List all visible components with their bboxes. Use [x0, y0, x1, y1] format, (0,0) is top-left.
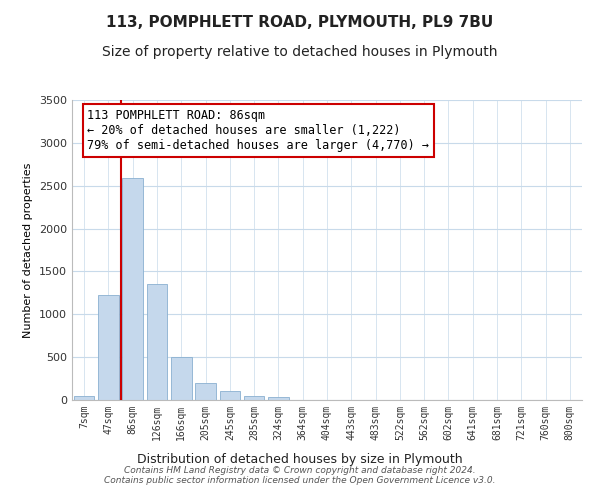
Y-axis label: Number of detached properties: Number of detached properties: [23, 162, 34, 338]
Bar: [268, 398, 289, 400]
Bar: [98, 294, 119, 400]
Text: 113, POMPHLETT ROAD, PLYMOUTH, PL9 7BU: 113, POMPHLETT ROAD, PLYMOUTH, PL9 7BU: [106, 15, 494, 30]
Bar: [195, 383, 216, 400]
Bar: [244, 396, 265, 400]
Bar: [74, 396, 94, 400]
Text: Distribution of detached houses by size in Plymouth: Distribution of detached houses by size …: [137, 452, 463, 466]
Text: Contains HM Land Registry data © Crown copyright and database right 2024.
Contai: Contains HM Land Registry data © Crown c…: [104, 466, 496, 485]
Bar: [146, 284, 167, 400]
Bar: [122, 178, 143, 400]
Bar: [171, 357, 191, 400]
Text: 113 POMPHLETT ROAD: 86sqm
← 20% of detached houses are smaller (1,222)
79% of se: 113 POMPHLETT ROAD: 86sqm ← 20% of detac…: [88, 109, 430, 152]
Bar: [220, 390, 240, 400]
Text: Size of property relative to detached houses in Plymouth: Size of property relative to detached ho…: [102, 45, 498, 59]
